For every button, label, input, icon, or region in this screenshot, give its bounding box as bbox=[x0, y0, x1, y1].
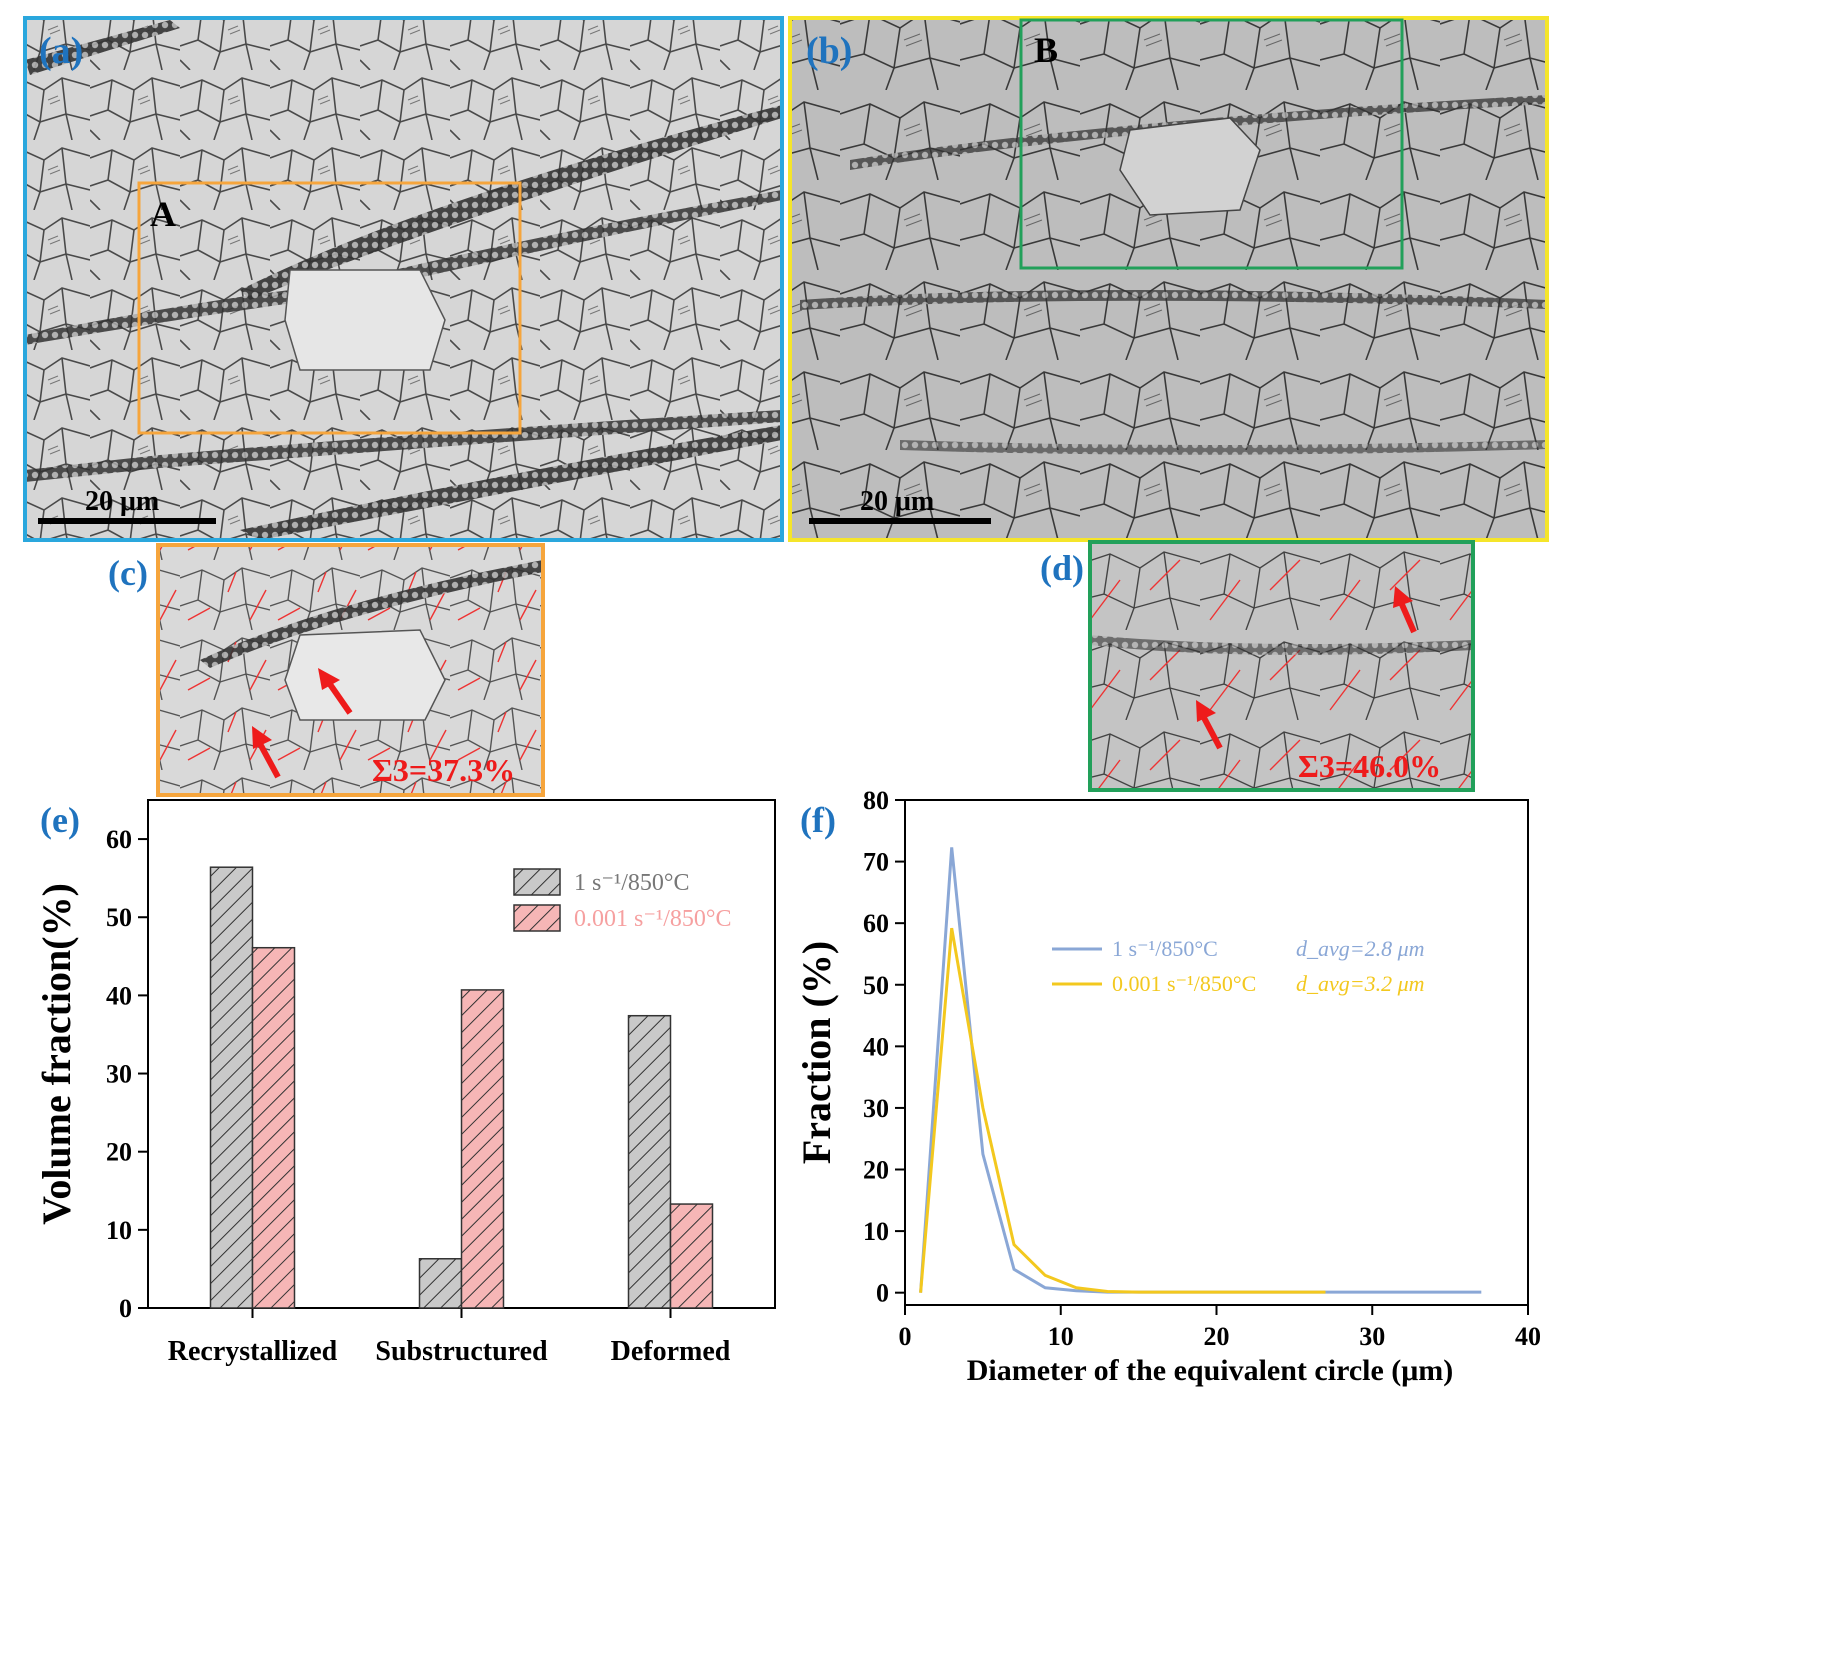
y-tick-label-f: 60 bbox=[863, 909, 889, 938]
y-tick-label-f: 80 bbox=[863, 786, 889, 815]
panel-d-label: (d) bbox=[1040, 548, 1084, 588]
legend-label-fast-f: 1 s⁻¹/850°C bbox=[1112, 936, 1218, 961]
y-tick-label-f: 20 bbox=[863, 1156, 889, 1185]
bar-slow bbox=[669, 1203, 714, 1309]
x-tick-label-f: 0 bbox=[899, 1322, 912, 1351]
x-tick-label-f: 10 bbox=[1048, 1322, 1074, 1351]
y-tick-label-e: 60 bbox=[106, 825, 132, 854]
panel-b: (b) B 20 μm bbox=[788, 16, 1549, 542]
chart-f-frame bbox=[904, 799, 1529, 1306]
x-tick-label-f: 20 bbox=[1204, 1322, 1230, 1351]
y-tick-label-e: 10 bbox=[106, 1216, 132, 1245]
panel-d-frame bbox=[1088, 540, 1475, 792]
panel-c: (c) Σ3=37.3% bbox=[108, 543, 545, 797]
bar-fast bbox=[418, 1258, 463, 1309]
y-tick-label-e: 40 bbox=[106, 981, 132, 1010]
panel-a-scale-bar-label: 20 μm bbox=[85, 486, 159, 517]
bar-slow bbox=[460, 989, 505, 1309]
y-tick-label-f: 10 bbox=[863, 1217, 889, 1246]
annotation-davg-fast: d_avg=2.8 μm bbox=[1296, 936, 1425, 961]
panel-e-label: (e) bbox=[40, 800, 80, 840]
line-slow bbox=[919, 927, 1326, 1294]
legend-swatch-fast bbox=[513, 868, 561, 896]
y-tick-label-f: 30 bbox=[863, 1094, 889, 1123]
y-tick-label-f: 70 bbox=[863, 848, 889, 877]
panel-f-chart: (f) 0 10 20 30 40 50 60 70 80 0 10 20 30 40 Fraction … bbox=[794, 786, 1541, 1387]
panel-c-sigma3: Σ3=37.3% bbox=[372, 752, 515, 788]
x-tick-label-f: 30 bbox=[1359, 1322, 1385, 1351]
y-tick-label-f: 50 bbox=[863, 971, 889, 1000]
panel-d-micrograph bbox=[1090, 542, 1473, 790]
chart-e-ylabel: Volume fraction(%) bbox=[34, 883, 79, 1225]
x-tick-label-e: Substructured bbox=[375, 1336, 548, 1367]
line-fast bbox=[919, 847, 1482, 1294]
panel-b-scale-bar-label: 20 μm bbox=[860, 486, 934, 517]
bar-slow bbox=[251, 946, 296, 1309]
legend-swatch-slow bbox=[513, 904, 561, 932]
legend-label-fast: 1 s⁻¹/850°C bbox=[574, 870, 689, 896]
panel-f-label: (f) bbox=[800, 800, 836, 840]
panel-a: (a) A 20 μm bbox=[23, 16, 784, 542]
panel-c-label: (c) bbox=[108, 553, 148, 593]
annotation-davg-slow: d_avg=3.2 μm bbox=[1296, 971, 1425, 996]
x-tick-label-e: Recrystallized bbox=[168, 1336, 338, 1367]
panel-d: (d) Σ3=46.0% bbox=[1040, 540, 1475, 792]
region-b-label: B bbox=[1034, 30, 1058, 70]
panel-b-micrograph bbox=[790, 18, 1547, 540]
panel-a-label: (a) bbox=[39, 30, 83, 72]
panel-e-chart: (e) 0 10 20 30 40 50 60 Recrystallized Substruct… bbox=[34, 799, 776, 1367]
arrow-d-2 bbox=[1196, 700, 1223, 750]
y-tick-label-f: 0 bbox=[876, 1279, 889, 1308]
y-tick-label-e: 50 bbox=[106, 903, 132, 932]
legend-label-slow: 0.001 s⁻¹/850°C bbox=[574, 906, 731, 932]
chart-f-legend: 1 s⁻¹/850°C d_avg=2.8 μm 0.001 s⁻¹/850°C… bbox=[1052, 936, 1425, 996]
chart-e-legend: 1 s⁻¹/850°C 0.001 s⁻¹/850°C bbox=[513, 868, 731, 932]
y-tick-label-f: 40 bbox=[863, 1032, 889, 1061]
x-tick-label-f: 40 bbox=[1515, 1322, 1541, 1351]
region-a-frame bbox=[137, 181, 522, 435]
panel-d-sigma3: Σ3=46.0% bbox=[1298, 748, 1441, 784]
chart-f-xlabel: Diameter of the equivalent circle (μm) bbox=[967, 1354, 1454, 1387]
arrow-c-2 bbox=[252, 726, 281, 779]
bar-fast bbox=[627, 1014, 672, 1309]
y-tick-label-e: 0 bbox=[119, 1294, 132, 1323]
legend-label-slow-f: 0.001 s⁻¹/850°C bbox=[1112, 971, 1256, 996]
region-a-label: A bbox=[150, 194, 176, 234]
panel-a-frame bbox=[23, 16, 784, 542]
panel-b-label: (b) bbox=[806, 30, 852, 72]
y-tick-label-e: 20 bbox=[106, 1138, 132, 1167]
x-tick-label-e: Deformed bbox=[611, 1336, 731, 1367]
bar-fast bbox=[209, 866, 254, 1309]
arrow-c-1 bbox=[318, 668, 353, 715]
y-tick-label-e: 30 bbox=[106, 1060, 132, 1089]
chart-f-ylabel: Fraction (%) bbox=[794, 941, 839, 1164]
arrow-d-1 bbox=[1393, 586, 1417, 634]
region-b-frame bbox=[1019, 18, 1404, 270]
panel-c-frame bbox=[156, 543, 545, 797]
